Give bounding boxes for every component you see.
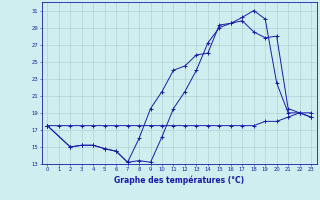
X-axis label: Graphe des températures (°C): Graphe des températures (°C) <box>114 175 244 185</box>
